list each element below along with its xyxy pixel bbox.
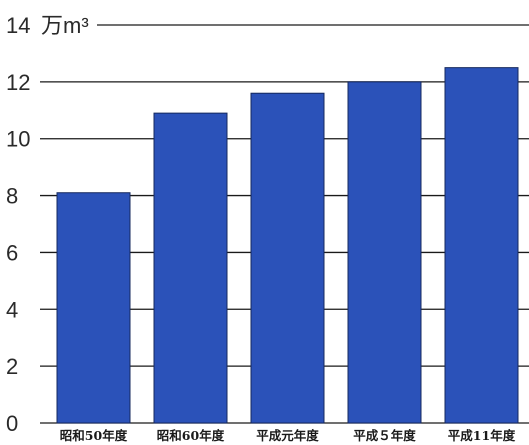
category-label: 昭和60年度 [157,428,225,443]
category-label: 平成元年度 [256,428,319,443]
y-tick-labels: 0 2 4 6 8 10 12 14 [6,13,30,436]
y-tick-label: 4 [6,297,18,322]
y-tick-label: 14 [6,13,30,38]
y-tick-label: 8 [6,184,18,209]
bar-3 [250,92,325,424]
y-tick-label: 6 [6,240,18,265]
category-label: 昭和50年度 [60,428,128,443]
bars [56,67,519,424]
bar-2 [153,112,228,424]
y-tick-label: 2 [6,354,18,379]
category-label: 平成11年度 [448,428,516,443]
y-unit-label: 万m³ [41,13,89,38]
bar-1 [56,192,131,424]
category-labels: 昭和50年度 昭和60年度 平成元年度 平成５年度 平成11年度 [60,428,516,443]
bar-5 [444,67,519,424]
y-tick-label: 12 [6,70,30,95]
bar-4 [347,81,422,424]
y-tick-label: 10 [6,127,30,152]
y-tick-label: 0 [6,411,18,436]
category-label: 平成５年度 [353,428,416,443]
